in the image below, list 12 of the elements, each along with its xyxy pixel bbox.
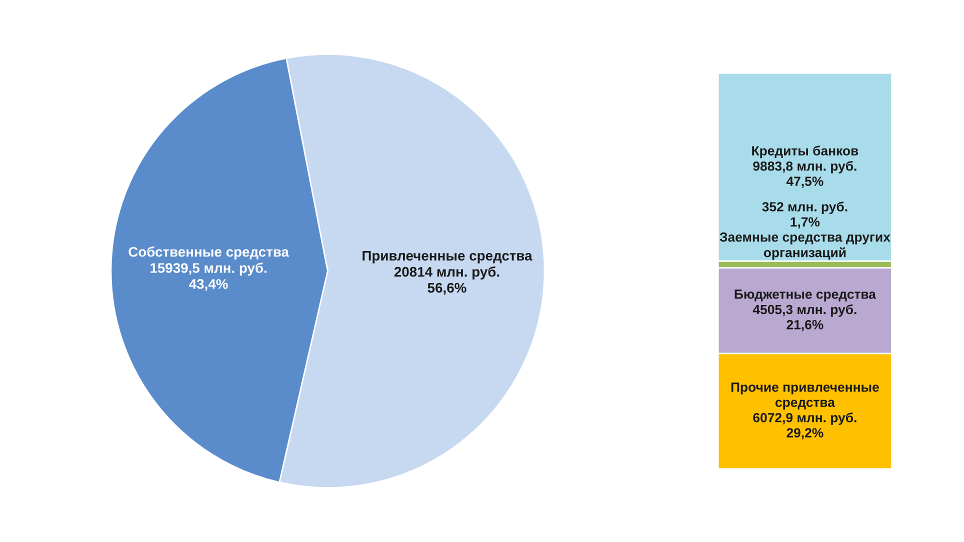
slice-label: Собственные средства [128, 246, 290, 260]
data-label: 352 млн. руб. 1,7% [762, 202, 848, 228]
data-label: 20814 млн. руб. 56,6% [394, 266, 500, 295]
slice-label: Привлеченные средства [362, 250, 532, 264]
series-label: Кредиты банков [752, 146, 858, 158]
data-label: 6072,9 млн. руб. 29,2% [753, 412, 856, 440]
series-label: Заемные средства других организаций [720, 232, 890, 260]
data-label: 9883,8 млн. руб. 47,5% [753, 160, 856, 188]
data-label: 15939,5 млн. руб. 43,4% [150, 262, 266, 291]
series-label: Прочие привлеченные средства [731, 382, 879, 410]
data-label: 4505,3 млн. руб. 21,6% [752, 304, 856, 332]
series-label: Бюджетные средства [734, 290, 876, 302]
